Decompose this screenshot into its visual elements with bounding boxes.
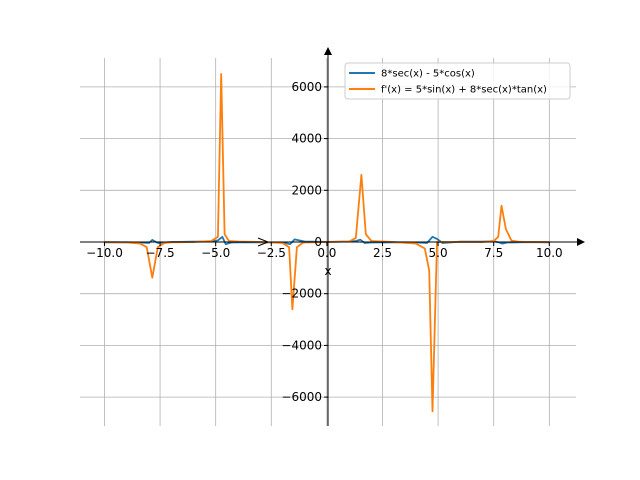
x-tick-label: 7.5: [484, 246, 503, 260]
x-tick-label: 0.0: [317, 246, 336, 260]
y-tick-label: 0: [314, 235, 322, 249]
ticks: −10.0 −7.5 −5.0 −2.5 0.0 2.5 5.0 7.5 10.0 −6000 −4…: [86, 80, 563, 404]
y-tick-label: 2000: [291, 183, 322, 197]
y-tick-label: 6000: [291, 80, 322, 94]
x-tick-label: 5.0: [429, 246, 448, 260]
x-tick-label: 2.5: [373, 246, 392, 260]
y-tick-label: −4000: [281, 338, 322, 352]
x-tick-label: −2.5: [257, 246, 286, 260]
y-tick-label: −6000: [281, 390, 322, 404]
y-tick-label: −2000: [281, 287, 322, 301]
legend-box: [344, 62, 571, 100]
x-tick-label: −7.5: [146, 246, 175, 260]
legend-label-1: 8*sec(x) - 5*cos(x): [381, 69, 475, 80]
legend: 8*sec(x) - 5*cos(x) f'(x) = 5*sin(x) + 8*…: [344, 62, 571, 100]
axes: [80, 47, 585, 426]
x-tick-label: −10.0: [86, 246, 123, 260]
x-axis-label: x: [324, 264, 331, 278]
x-axis-arrow: [577, 238, 585, 246]
x-axis-label-arrow: [257, 237, 270, 247]
y-axis-arrow: [324, 47, 332, 55]
legend-label-2: f'(x) = 5*sin(x) + 8*sec(x)*tan(x): [381, 85, 547, 96]
x-tick-label: −5.0: [201, 246, 230, 260]
y-tick-label: 4000: [291, 132, 322, 146]
x-tick-label: 10.0: [536, 246, 563, 260]
